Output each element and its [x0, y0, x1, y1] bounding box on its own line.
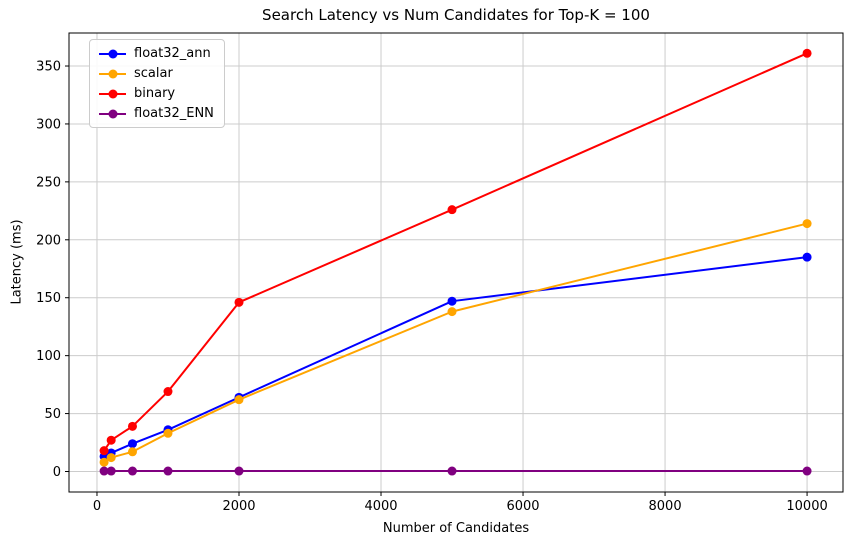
legend-item-float32_ann: float32_ann — [99, 46, 214, 61]
series-marker-binary — [106, 435, 116, 445]
x-tick-label: 4000 — [364, 499, 397, 514]
series-marker-float32_ENN — [802, 466, 812, 476]
x-tick-label: 10000 — [786, 499, 827, 514]
legend-marker-icon — [108, 49, 117, 58]
series-marker-float32_ENN — [106, 466, 116, 476]
series-marker-float32_ENN — [163, 466, 173, 476]
series-marker-scalar — [802, 219, 812, 229]
y-tick-label: 50 — [44, 407, 61, 422]
y-tick-label: 0 — [53, 465, 61, 480]
series-marker-binary — [99, 446, 109, 456]
series-marker-float32_ENN — [99, 466, 109, 476]
legend-marker-icon — [108, 69, 117, 78]
series-marker-binary — [163, 387, 173, 397]
legend-line-sample — [99, 89, 126, 98]
series-marker-scalar — [127, 447, 137, 457]
y-tick-label: 100 — [36, 349, 61, 364]
legend-marker-icon — [108, 89, 117, 98]
series-marker-scalar — [99, 457, 109, 467]
legend-label: binary — [134, 86, 176, 101]
x-tick-label: 2000 — [222, 499, 255, 514]
series-marker-float32_ENN — [127, 466, 137, 476]
legend-item-scalar: scalar — [99, 66, 214, 81]
x-tick-label: 8000 — [649, 499, 682, 514]
x-tick-label: 6000 — [506, 499, 539, 514]
y-tick-label: 200 — [36, 233, 61, 248]
series-marker-float32_ann — [802, 252, 812, 262]
series-marker-scalar — [234, 395, 244, 405]
series-line-float32_ann — [103, 256, 808, 458]
legend-line-sample — [99, 69, 126, 78]
legend-item-binary: binary — [99, 86, 214, 101]
legend-marker-icon — [108, 109, 117, 118]
series-marker-binary — [802, 48, 812, 58]
series-marker-float32_ENN — [447, 466, 457, 476]
series-marker-binary — [234, 297, 244, 307]
legend-label: float32_ann — [134, 46, 211, 61]
legend-line-sample — [99, 109, 126, 118]
y-tick-label: 150 — [36, 291, 61, 306]
y-axis-label: Latency (ms) — [9, 219, 25, 305]
y-tick-label: 300 — [36, 117, 61, 132]
legend-label: scalar — [134, 66, 173, 81]
series-line-scalar — [103, 222, 808, 464]
series-marker-scalar — [106, 453, 116, 463]
plot-border — [68, 32, 844, 493]
y-tick-label: 250 — [36, 175, 61, 190]
series-marker-scalar — [447, 307, 457, 317]
legend-item-float32_ENN: float32_ENN — [99, 106, 214, 121]
series-marker-float32_ann — [447, 296, 457, 306]
y-tick-label: 350 — [36, 60, 61, 75]
series-marker-binary — [127, 421, 137, 431]
series-marker-float32_ann — [127, 439, 137, 449]
x-axis-label: Number of Candidates — [382, 521, 530, 536]
series-marker-binary — [447, 205, 457, 215]
chart-title: Search Latency vs Num Candidates for Top… — [262, 6, 650, 24]
legend-label: float32_ENN — [134, 106, 214, 121]
x-tick-label: 0 — [93, 499, 101, 514]
legend-line-sample — [99, 49, 126, 58]
series-marker-scalar — [163, 428, 173, 438]
series-marker-float32_ENN — [234, 466, 244, 476]
